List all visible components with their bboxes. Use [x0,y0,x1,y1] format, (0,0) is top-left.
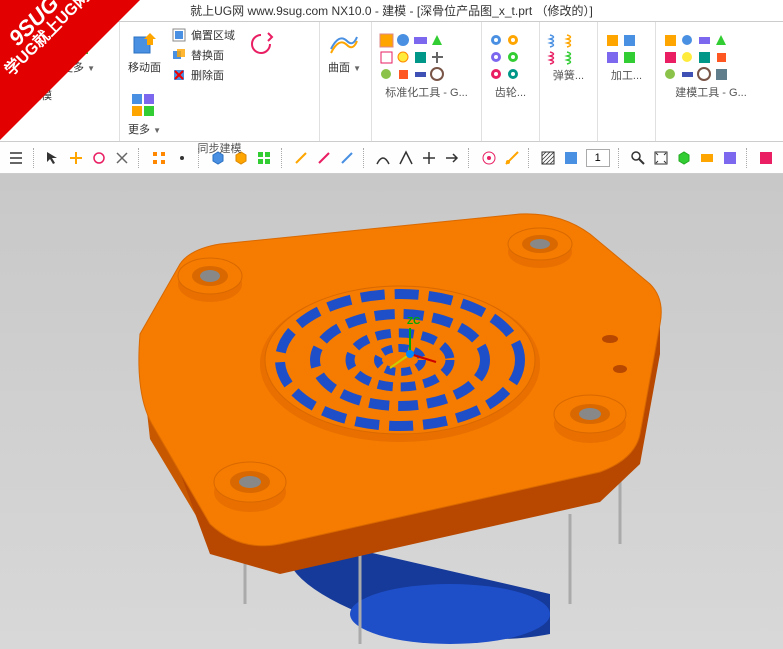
tb-line2-icon[interactable] [315,149,332,167]
ribbon-group-spring: 弹簧... [540,22,598,141]
tb-zoom-icon[interactable] [630,149,647,167]
delete-face-button[interactable]: 删除面 [167,66,239,84]
ribbon-group-modeling: 建模工具 - G... [656,22,766,141]
std-icon-12[interactable] [429,66,445,82]
std-icon-7[interactable] [412,49,428,65]
mdl-icon-10[interactable] [679,66,695,82]
mdl-icon-3[interactable] [696,32,712,48]
tb-fit-icon[interactable] [652,149,669,167]
mach-icon-3[interactable] [604,49,620,65]
svg-text:ZC: ZC [407,316,420,327]
ribbon-group-machining: 加工... [598,22,656,141]
std-icon-4[interactable] [429,32,445,48]
tb-plus-icon[interactable] [68,149,85,167]
replace-face-button[interactable]: 替换面 [167,46,239,64]
tb-curve-icon[interactable] [375,149,392,167]
tb-cube3-icon[interactable] [675,149,692,167]
std-icon-1[interactable] [378,32,394,48]
spring-icon-4[interactable] [563,49,579,65]
tb-menu-icon[interactable] [8,149,25,167]
surface-button[interactable]: 曲面 ▼ [326,26,363,76]
mdl-icon-12[interactable] [713,66,729,82]
tb-view2-icon[interactable] [698,149,715,167]
tb-view-icon[interactable] [563,149,580,167]
group-label-spring: 弹簧... [546,65,591,83]
offset-region-button[interactable]: 偏置区域 [167,26,239,44]
group-label-sync: 同步建模 [126,138,313,156]
tb-cross-icon[interactable] [421,149,438,167]
mdl-icon-9[interactable] [662,66,678,82]
ribbon-group-std: 标准化工具 - G... [372,22,482,141]
window-title: 就上UG网 www.9sug.com NX10.0 - 建模 - [深骨位产品图… [190,2,593,19]
sync-refresh-button[interactable] [243,26,279,76]
std-icon-10[interactable] [395,66,411,82]
spring-icon-1[interactable] [546,32,562,48]
gear-icon-4[interactable] [505,49,521,65]
ribbon-group-surface: 曲面 ▼ [320,22,372,141]
tb-hatch-icon[interactable] [540,149,557,167]
mdl-icon-7[interactable] [696,49,712,65]
mdl-icon-6[interactable] [679,49,695,65]
3d-viewport[interactable]: ZC [0,174,783,649]
mdl-icon-8[interactable] [713,49,729,65]
tb-last-icon[interactable] [758,149,775,167]
gear-icon-1[interactable] [488,32,504,48]
mdl-icon-11[interactable] [696,66,712,82]
tb-angle-icon[interactable] [398,149,415,167]
group-label-mach: 加工... [604,65,649,83]
std-icon-6[interactable] [395,49,411,65]
spring-icon-2[interactable] [563,32,579,48]
std-icon-11[interactable] [412,66,428,82]
group-label-mdl: 建模工具 - G... [662,82,760,100]
spring-icon-3[interactable] [546,49,562,65]
tb-sketch-icon[interactable] [503,149,520,167]
gear-icon-3[interactable] [488,49,504,65]
mdl-icon-1[interactable] [662,32,678,48]
watermark: 9SUG 学UG就上UG网 [0,0,140,140]
mach-icon-2[interactable] [621,32,637,48]
std-icon-2[interactable] [395,32,411,48]
group-label-gear: 齿轮... [488,82,533,100]
std-icon-9[interactable] [378,66,394,82]
std-icon-8[interactable] [429,49,445,65]
ribbon-group-sync: 移动面 偏置区域 替换面 删除面 更多 ▼ 同步建模 [120,22,320,141]
mdl-icon-4[interactable] [713,32,729,48]
3d-model: ZC [80,204,680,644]
tb-value-input[interactable] [586,149,610,167]
tb-arrow-icon[interactable] [444,149,461,167]
std-icon-5[interactable] [378,49,394,65]
group-label-std: 标准化工具 - G... [378,82,475,100]
mdl-icon-5[interactable] [662,49,678,65]
tb-line3-icon[interactable] [338,149,355,167]
mdl-icon-2[interactable] [679,32,695,48]
mach-icon-1[interactable] [604,32,620,48]
tb-select-icon[interactable] [45,149,62,167]
tb-circle-icon[interactable] [91,149,108,167]
gear-icon-5[interactable] [488,66,504,82]
gear-icon-2[interactable] [505,32,521,48]
group-label-surface [326,135,365,137]
mach-icon-4[interactable] [621,49,637,65]
gear-icon-6[interactable] [505,66,521,82]
tb-target-icon[interactable] [480,149,497,167]
std-icon-3[interactable] [412,32,428,48]
quick-toolbar [0,142,783,174]
ribbon-group-gear: 齿轮... [482,22,540,141]
tb-view3-icon[interactable] [721,149,738,167]
